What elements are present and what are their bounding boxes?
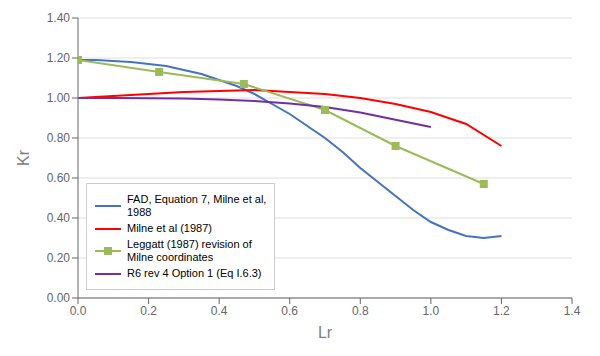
- svg-text:Kr: Kr: [15, 149, 32, 166]
- svg-text:1.40: 1.40: [47, 11, 71, 25]
- html-text:Leggatt (1987) revision of Mil: Leggatt (1987) revision of Milne coordin…: [127, 238, 252, 263]
- svg-text:0.2: 0.2: [140, 304, 157, 318]
- svg-text:0.0: 0.0: [70, 304, 87, 318]
- html-text:Milne et al (1987): Milne et al (1987): [127, 222, 212, 234]
- html-text:R6 rev 4 Option 1 (Eq I.6.3): R6 rev 4 Option 1 (Eq I.6.3): [127, 267, 262, 279]
- svg-text:0.60: 0.60: [47, 171, 71, 185]
- svg-text:1.20: 1.20: [47, 51, 71, 65]
- svg-text:1.4: 1.4: [564, 304, 581, 318]
- svg-text:1.2: 1.2: [493, 304, 510, 318]
- html-text:FAD, Equation 7, Milne et al,: FAD, Equation 7, Milne et al, 1988: [127, 193, 267, 218]
- svg-text:0.6: 0.6: [281, 304, 298, 318]
- svg-text:1.00: 1.00: [47, 91, 71, 105]
- svg-text:0.00: 0.00: [47, 291, 71, 305]
- svg-text:Lr: Lr: [318, 324, 333, 341]
- svg-text:0.40: 0.40: [47, 211, 71, 225]
- svg-text:0.8: 0.8: [352, 304, 369, 318]
- svg-text:0.80: 0.80: [47, 131, 71, 145]
- svg-text:1.0: 1.0: [423, 304, 440, 318]
- svg-text:0.4: 0.4: [211, 304, 228, 318]
- svg-text:0.20: 0.20: [47, 251, 71, 265]
